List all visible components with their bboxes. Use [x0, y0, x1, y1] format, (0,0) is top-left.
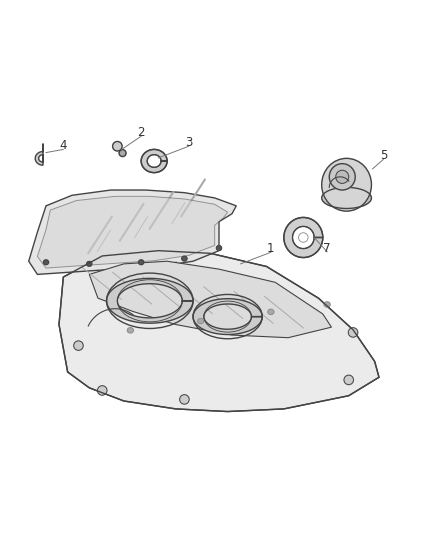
Text: 3: 3: [185, 136, 192, 149]
Polygon shape: [37, 196, 228, 268]
Ellipse shape: [43, 260, 49, 265]
Ellipse shape: [268, 309, 274, 314]
Polygon shape: [141, 149, 167, 173]
Polygon shape: [89, 261, 332, 338]
Polygon shape: [106, 278, 193, 323]
Ellipse shape: [348, 328, 358, 337]
Text: 4: 4: [60, 139, 67, 152]
Ellipse shape: [299, 233, 308, 242]
Text: 1: 1: [267, 241, 275, 255]
Ellipse shape: [321, 188, 371, 208]
Ellipse shape: [119, 150, 126, 157]
Polygon shape: [29, 190, 236, 274]
Ellipse shape: [74, 341, 83, 350]
Polygon shape: [59, 251, 379, 411]
Polygon shape: [35, 143, 43, 165]
Ellipse shape: [87, 262, 92, 266]
Ellipse shape: [198, 318, 204, 324]
Text: 5: 5: [380, 149, 387, 162]
Ellipse shape: [324, 302, 330, 307]
Ellipse shape: [113, 141, 122, 151]
Ellipse shape: [127, 328, 134, 333]
Text: 2: 2: [138, 125, 145, 139]
Text: 7: 7: [323, 241, 331, 255]
Ellipse shape: [329, 164, 355, 190]
Ellipse shape: [180, 394, 189, 404]
Polygon shape: [166, 262, 233, 285]
Ellipse shape: [138, 260, 144, 265]
Ellipse shape: [336, 170, 349, 183]
Polygon shape: [193, 298, 262, 335]
Ellipse shape: [98, 386, 107, 395]
Ellipse shape: [182, 256, 187, 261]
Ellipse shape: [344, 375, 353, 385]
Ellipse shape: [321, 158, 371, 211]
Ellipse shape: [216, 246, 222, 251]
Polygon shape: [284, 217, 323, 257]
